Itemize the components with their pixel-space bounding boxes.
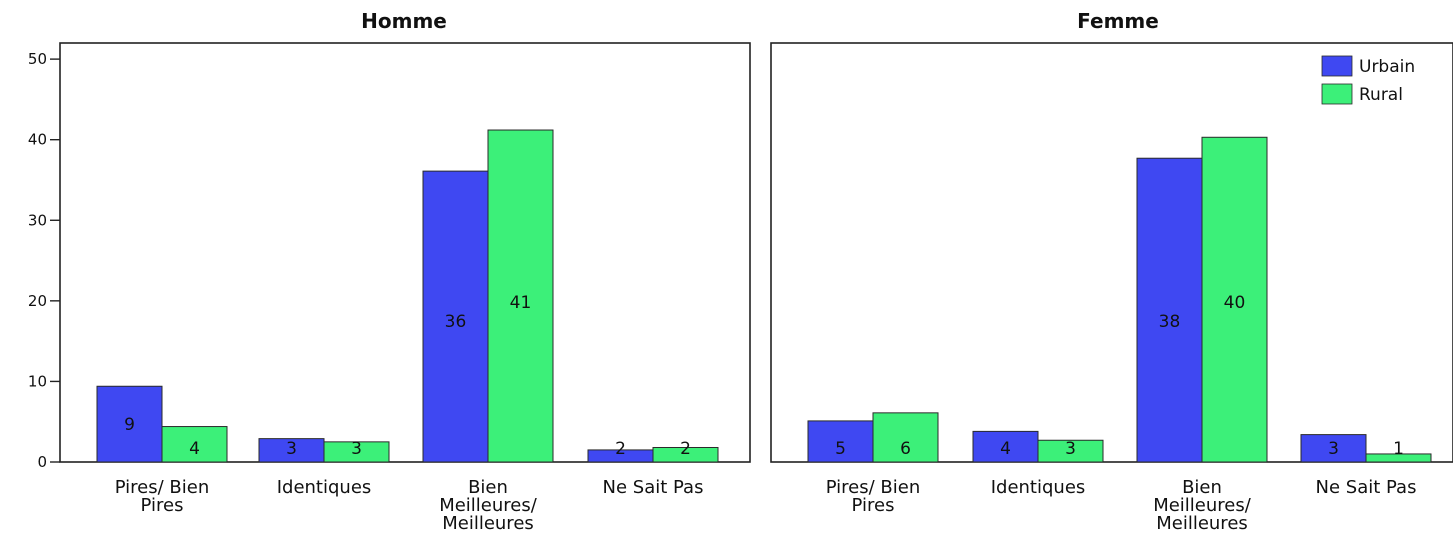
data-label-urbain-0-2: 36 [445, 312, 467, 332]
category-label-1-2: Bien [1182, 477, 1222, 498]
y-tick-label-20: 20 [28, 292, 47, 310]
data-label-rural-0-2: 41 [510, 293, 532, 313]
data-label-urbain-1-2: 38 [1159, 312, 1181, 332]
bar-urbain-0-2 [422, 170, 489, 463]
panel-title-homme: Homme [361, 9, 447, 33]
bar-rural-1-0 [872, 412, 939, 463]
category-label-1-3: Ne Sait Pas [1316, 477, 1417, 498]
bar-urbain-0-0 [96, 385, 163, 463]
bar-rural-1-2 [1201, 136, 1268, 463]
data-label-urbain-1-3: 3 [1328, 439, 1339, 459]
category-label-1-2: Meilleures [1156, 513, 1248, 534]
data-label-rural-0-0: 4 [189, 439, 200, 459]
legend-label-urbain: Urbain [1359, 57, 1415, 77]
category-label-1-2: Meilleures/ [1153, 495, 1252, 516]
data-label-rural-1-0: 6 [900, 439, 911, 459]
bar-rural-0-2 [487, 129, 554, 463]
plot-frame-1 [770, 42, 1453, 463]
bar-urbain-1-2 [1136, 157, 1203, 463]
category-label-0-0: Pires/ Bien [115, 477, 210, 498]
category-label-0-2: Meilleures/ [439, 495, 538, 516]
bar-urbain-1-1 [972, 430, 1039, 463]
legend-label-rural: Rural [1359, 85, 1403, 105]
y-tick-label-30: 30 [28, 211, 47, 229]
y-tick-label-10: 10 [28, 372, 47, 390]
y-tick-label-40: 40 [28, 131, 47, 149]
data-label-urbain-0-3: 2 [615, 439, 626, 459]
bar-urbain-1-3 [1300, 434, 1367, 463]
data-label-urbain-0-1: 3 [286, 439, 297, 459]
category-label-0-3: Ne Sait Pas [603, 477, 704, 498]
bar-rural-1-1 [1037, 439, 1104, 463]
data-label-rural-1-2: 40 [1224, 293, 1246, 313]
data-label-rural-0-1: 3 [351, 439, 362, 459]
plot-frame-0 [59, 42, 751, 463]
legend-swatch-urbain [1321, 55, 1353, 77]
bar-rural-0-3 [652, 446, 719, 463]
bar-rural-0-0 [161, 426, 228, 463]
category-label-1-1: Identiques [991, 477, 1086, 498]
category-label-1-0: Pires [852, 495, 895, 516]
panel-title-femme: Femme [1077, 9, 1159, 33]
category-label-0-2: Bien [468, 477, 508, 498]
category-label-1-0: Pires/ Bien [826, 477, 921, 498]
category-label-0-1: Identiques [277, 477, 372, 498]
legend-swatch-rural [1321, 83, 1353, 105]
y-tick-label-50: 50 [28, 50, 47, 68]
data-label-urbain-1-1: 4 [1000, 439, 1011, 459]
bar-rural-1-3 [1365, 453, 1432, 463]
data-label-rural-1-3: 1 [1393, 439, 1404, 459]
data-label-urbain-1-0: 5 [835, 439, 846, 459]
y-tick-label-0: 0 [37, 453, 47, 471]
data-label-urbain-0-0: 9 [124, 415, 135, 435]
bar-rural-0-1 [323, 441, 390, 463]
data-label-rural-1-1: 3 [1065, 439, 1076, 459]
data-label-rural-0-3: 2 [680, 439, 691, 459]
category-label-0-2: Meilleures [442, 513, 534, 534]
category-label-0-0: Pires [141, 495, 184, 516]
